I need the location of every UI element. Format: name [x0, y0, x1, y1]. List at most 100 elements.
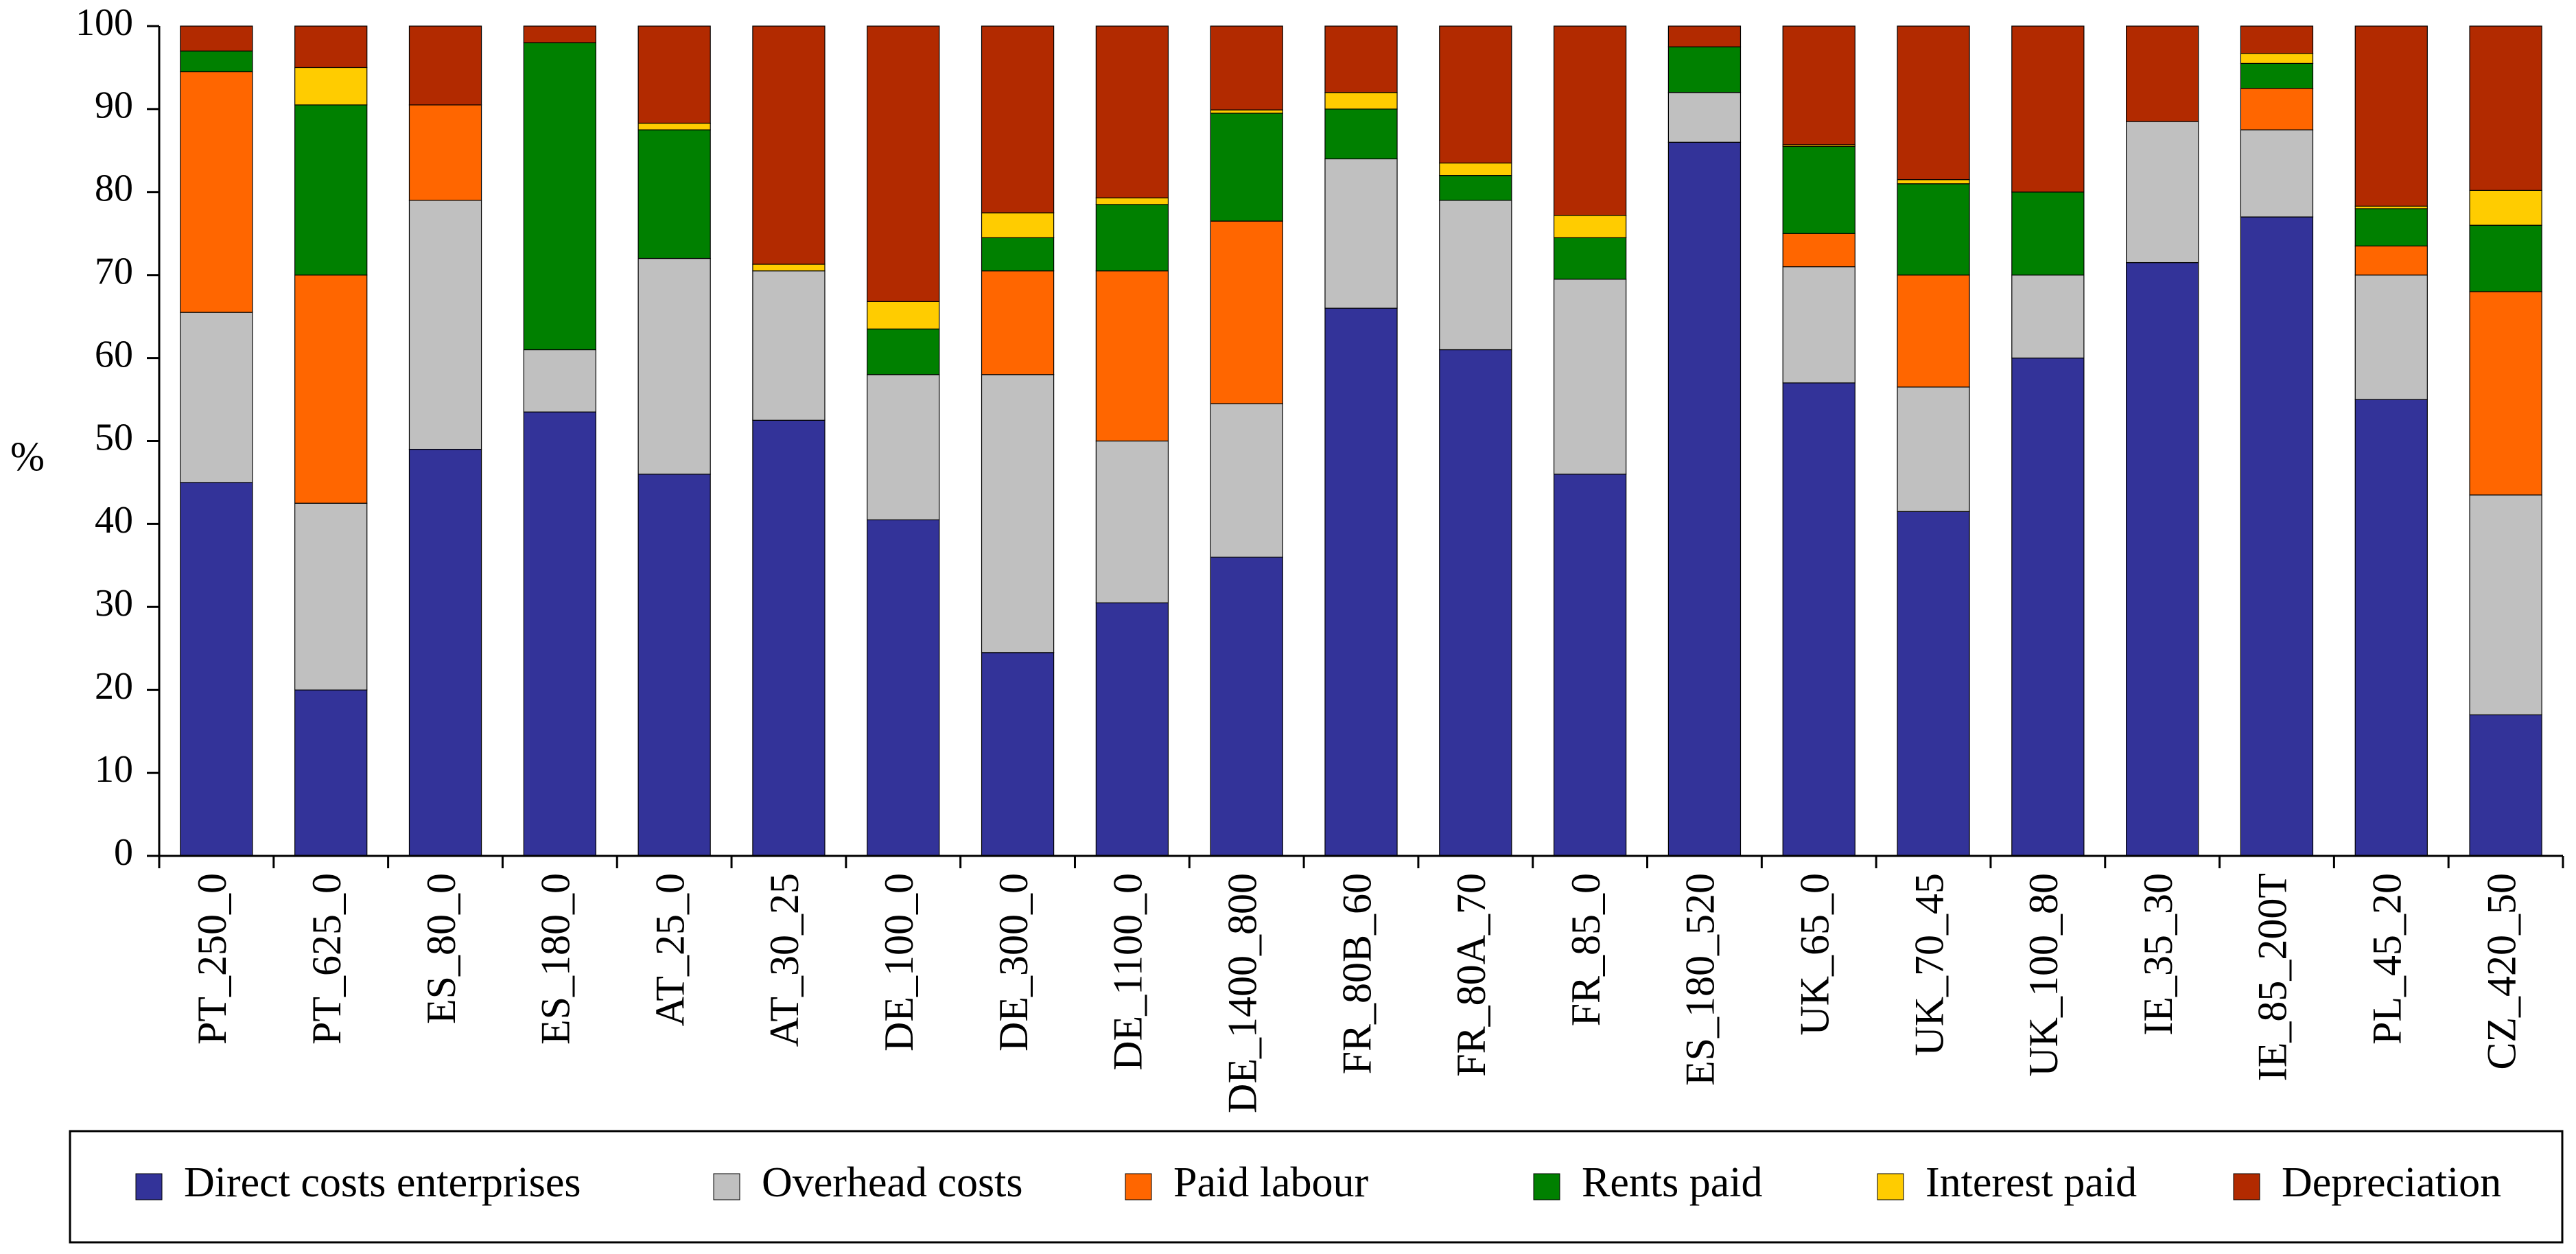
- bar-direct-costs-enterprises-de-100-0: [867, 519, 940, 857]
- bar-overhead-costs-uk-100-80: [2011, 275, 2085, 359]
- bar-overhead-costs-ie-85-200t: [2240, 129, 2314, 218]
- bar-interest-paid-de-100-0: [867, 301, 940, 329]
- bar-direct-costs-enterprises-uk-70-45: [1897, 511, 1970, 857]
- bar-stack-fr-85-0: [1553, 25, 1627, 857]
- x-tick-label: PT_250_0: [189, 873, 235, 1045]
- bar-paid-labour-de-1100-0: [1095, 270, 1169, 442]
- bar-overhead-costs-pl-45-20: [2354, 275, 2428, 400]
- bar-direct-costs-enterprises-fr-85-0: [1553, 474, 1627, 857]
- bar-interest-paid-de-1400-800: [1210, 109, 1283, 114]
- bar-depreciation-pt-250-0: [180, 25, 253, 51]
- bar-paid-labour-pt-625-0: [294, 275, 368, 504]
- y-tick-label: 30: [95, 582, 133, 625]
- bar-depreciation-fr-80a-70: [1439, 25, 1512, 164]
- bar-interest-paid-fr-80b-60: [1324, 92, 1398, 110]
- bar-rents-paid-pl-45-20: [2354, 208, 2428, 246]
- x-tick-label: CZ_420_50: [2479, 873, 2524, 1070]
- bar-overhead-costs-fr-80a-70: [1439, 200, 1512, 351]
- bar-direct-costs-enterprises-fr-80b-60: [1324, 307, 1398, 857]
- bar-rents-paid-es-180-520: [1667, 46, 1742, 93]
- legend-swatch-depreciation: [2233, 1173, 2260, 1200]
- bar-direct-costs-enterprises-ie-35-30: [2126, 262, 2199, 857]
- bar-paid-labour-de-300-0: [981, 270, 1055, 375]
- bar-overhead-costs-at-30-25: [752, 270, 826, 421]
- bar-interest-paid-ie-85-200t: [2240, 53, 2314, 65]
- bar-overhead-costs-pt-250-0: [180, 312, 253, 483]
- legend-swatch-overhead-costs: [713, 1173, 740, 1200]
- y-tick-label: 60: [95, 333, 133, 375]
- bar-direct-costs-enterprises-de-1400-800: [1210, 557, 1283, 857]
- bar-stack-uk-65-0: [1782, 25, 1855, 857]
- bar-overhead-costs-cz-420-50: [2469, 494, 2542, 716]
- bar-rents-paid-fr-85-0: [1553, 237, 1627, 280]
- bar-interest-paid-at-25-0: [637, 122, 711, 130]
- bar-rents-paid-es-180-0: [523, 42, 596, 351]
- x-tick-label: FR_85_0: [1563, 873, 1608, 1026]
- bar-interest-paid-uk-70-45: [1897, 179, 1970, 185]
- x-tick-label: ES_80_0: [419, 873, 464, 1024]
- bar-stack-fr-80b-60: [1324, 25, 1398, 857]
- bar-interest-paid-fr-80a-70: [1439, 162, 1512, 176]
- bar-direct-costs-enterprises-ie-85-200t: [2240, 216, 2314, 857]
- bar-depreciation-at-30-25: [752, 25, 826, 265]
- x-tick-label: AT_30_25: [762, 873, 807, 1047]
- y-tick-label: 50: [95, 416, 133, 458]
- bar-paid-labour-es-80-0: [408, 104, 482, 201]
- bar-stack-uk-100-80: [2011, 25, 2085, 857]
- bar-depreciation-uk-70-45: [1897, 25, 1970, 181]
- bar-rents-paid-pt-250-0: [180, 50, 253, 73]
- bar-interest-paid-at-30-25: [752, 264, 826, 272]
- legend-label-depreciation: Depreciation: [2282, 1159, 2501, 1206]
- bar-overhead-costs-fr-85-0: [1553, 279, 1627, 475]
- bar-depreciation-es-80-0: [408, 25, 482, 106]
- legend-label-paid-labour: Paid labour: [1173, 1159, 1368, 1206]
- legend-label-overhead-costs: Overhead costs: [762, 1159, 1022, 1206]
- bar-overhead-costs-de-1100-0: [1095, 440, 1169, 603]
- bar-stack-pt-625-0: [294, 25, 368, 857]
- bar-depreciation-pt-625-0: [294, 25, 368, 69]
- legend-swatch-paid-labour: [1125, 1173, 1152, 1200]
- bar-direct-costs-enterprises-cz-420-50: [2469, 714, 2542, 857]
- y-tick-label: 10: [95, 748, 133, 791]
- y-tick-label: 20: [95, 665, 133, 708]
- bar-stack-pt-250-0: [180, 25, 253, 857]
- x-tick-label: UK_100_80: [2021, 873, 2066, 1077]
- bar-paid-labour-ie-85-200t: [2240, 88, 2314, 130]
- bar-stack-es-180-520: [1667, 25, 1742, 857]
- bar-rents-paid-pt-625-0: [294, 104, 368, 276]
- bar-paid-labour-uk-65-0: [1782, 233, 1855, 268]
- bar-direct-costs-enterprises-pt-625-0: [294, 689, 368, 857]
- x-tick-label: DE_100_0: [876, 873, 922, 1052]
- bar-stack-cz-420-50: [2469, 25, 2542, 857]
- x-tick-label: FR_80B_60: [1334, 873, 1379, 1074]
- bar-rents-paid-uk-70-45: [1897, 183, 1970, 276]
- bar-rents-paid-de-300-0: [981, 237, 1055, 272]
- bar-paid-labour-pl-45-20: [2354, 245, 2428, 276]
- bar-paid-labour-pt-250-0: [180, 71, 253, 313]
- bar-stack-de-300-0: [981, 25, 1055, 857]
- bar-stack-de-100-0: [867, 25, 940, 857]
- bar-depreciation-fr-85-0: [1553, 25, 1627, 216]
- bar-direct-costs-enterprises-uk-65-0: [1782, 382, 1855, 857]
- bar-interest-paid-cz-420-50: [2469, 189, 2542, 226]
- legend-label-direct-costs-enterprises: Direct costs enterprises: [184, 1159, 581, 1206]
- legend: Direct costs enterprises Overhead costs Pa…: [69, 1130, 2564, 1244]
- bar-rents-paid-fr-80a-70: [1439, 175, 1512, 201]
- bar-overhead-costs-es-80-0: [408, 200, 482, 450]
- bar-stack-es-180-0: [523, 25, 596, 857]
- bar-overhead-costs-at-25-0: [637, 257, 711, 475]
- bar-depreciation-at-25-0: [637, 25, 711, 124]
- bar-depreciation-cz-420-50: [2469, 25, 2542, 191]
- x-tick-label: IE_35_30: [2135, 873, 2181, 1036]
- bar-stack-de-1100-0: [1095, 25, 1169, 857]
- bar-rents-paid-uk-100-80: [2011, 191, 2085, 276]
- bar-paid-labour-cz-420-50: [2469, 291, 2542, 496]
- bar-depreciation-de-1100-0: [1095, 25, 1169, 198]
- bar-direct-costs-enterprises-es-180-520: [1667, 141, 1742, 857]
- bar-stack-pl-45-20: [2354, 25, 2428, 857]
- bar-stacks: [180, 25, 2542, 857]
- x-tick-label: ES_180_520: [1678, 873, 1723, 1086]
- bar-paid-labour-de-1400-800: [1210, 220, 1283, 404]
- bar-direct-costs-enterprises-pl-45-20: [2354, 399, 2428, 857]
